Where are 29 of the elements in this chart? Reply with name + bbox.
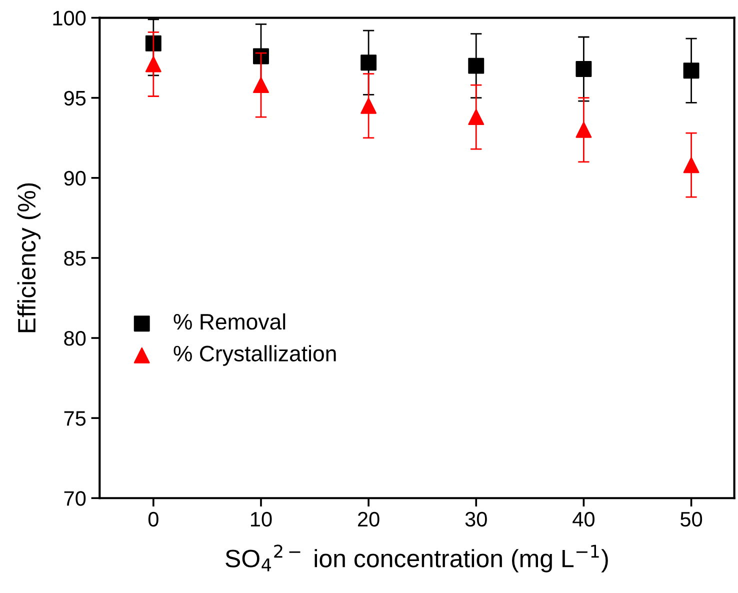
x-tick-label: 0 bbox=[148, 512, 158, 527]
y-tick-label: 90 bbox=[64, 170, 86, 186]
y-tick-label: 85 bbox=[64, 250, 86, 266]
y-tick-label: 70 bbox=[64, 491, 86, 506]
point bbox=[683, 62, 700, 79]
y-axis-title: Efficiency (%) bbox=[17, 183, 41, 332]
point bbox=[253, 48, 269, 64]
legend-label: % Crystallization bbox=[174, 345, 336, 366]
point bbox=[468, 109, 484, 126]
point bbox=[360, 54, 377, 71]
y-tick-label: 75 bbox=[64, 411, 86, 426]
x-tick-label: 40 bbox=[572, 512, 594, 527]
y-tick-label: 80 bbox=[64, 331, 86, 346]
point bbox=[360, 98, 377, 114]
x-tick-label: 30 bbox=[465, 512, 487, 527]
y-tick-label: 95 bbox=[64, 90, 86, 106]
point bbox=[576, 122, 592, 138]
x-tick-label: 10 bbox=[250, 512, 272, 527]
x-tick-label: 20 bbox=[358, 512, 380, 527]
point bbox=[145, 35, 162, 52]
point bbox=[576, 61, 592, 78]
x-axis-title: SO$_{4}$$^{2−}$ ion concentration (mg L$^{−1}$) bbox=[226, 544, 608, 572]
point bbox=[145, 56, 162, 72]
x-tick-label: 50 bbox=[680, 512, 702, 527]
point bbox=[683, 157, 700, 174]
y-tick-label: 100 bbox=[53, 10, 86, 26]
legend-label: % Removal bbox=[174, 313, 286, 330]
point bbox=[253, 77, 269, 94]
point bbox=[468, 58, 484, 74]
